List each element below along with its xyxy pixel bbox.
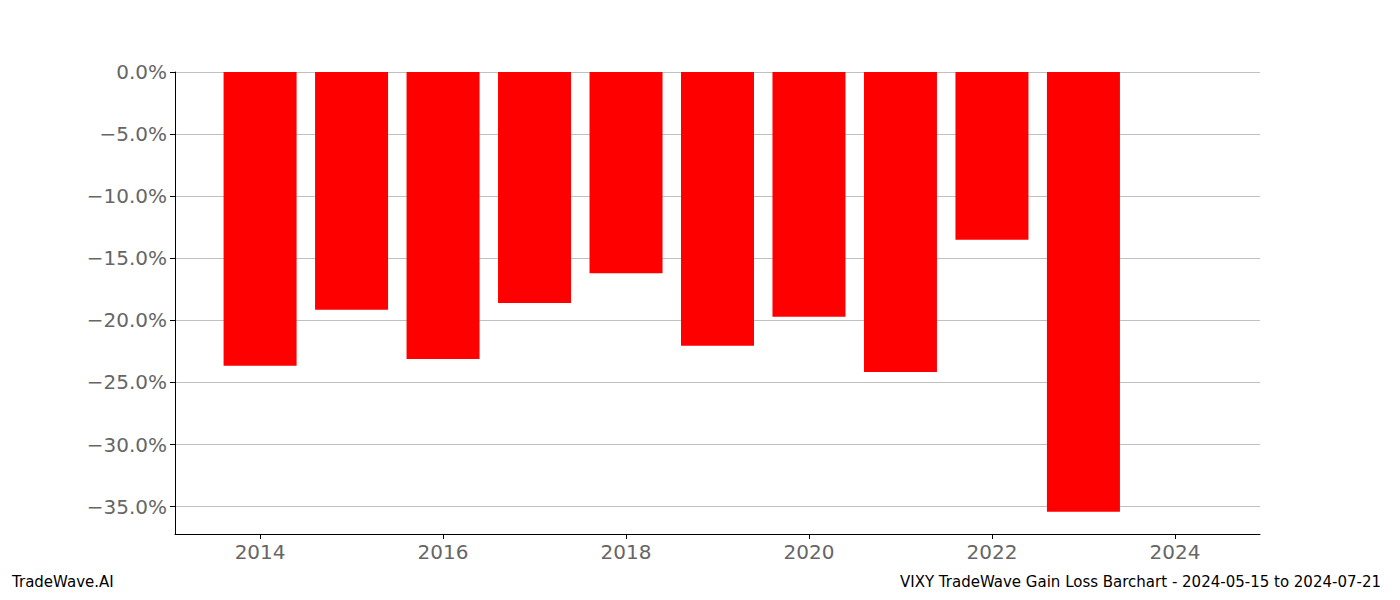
svg-text:2014: 2014: [235, 540, 286, 564]
svg-text:0.0%: 0.0%: [116, 60, 167, 84]
svg-text:−25.0%: −25.0%: [87, 370, 167, 394]
svg-text:VIXY TradeWave Gain Loss Barch: VIXY TradeWave Gain Loss Barchart - 2024…: [900, 573, 1381, 591]
svg-text:TradeWave.AI: TradeWave.AI: [11, 573, 114, 591]
svg-text:−10.0%: −10.0%: [87, 184, 167, 208]
svg-text:2016: 2016: [418, 540, 469, 564]
svg-text:−15.0%: −15.0%: [87, 246, 167, 270]
svg-text:−35.0%: −35.0%: [87, 495, 167, 519]
svg-text:−30.0%: −30.0%: [87, 433, 167, 457]
svg-text:−5.0%: −5.0%: [99, 122, 167, 146]
svg-text:2022: 2022: [966, 540, 1017, 564]
svg-text:2018: 2018: [601, 540, 652, 564]
svg-text:2020: 2020: [784, 540, 835, 564]
svg-text:−20.0%: −20.0%: [87, 308, 167, 332]
svg-text:2024: 2024: [1149, 540, 1200, 564]
